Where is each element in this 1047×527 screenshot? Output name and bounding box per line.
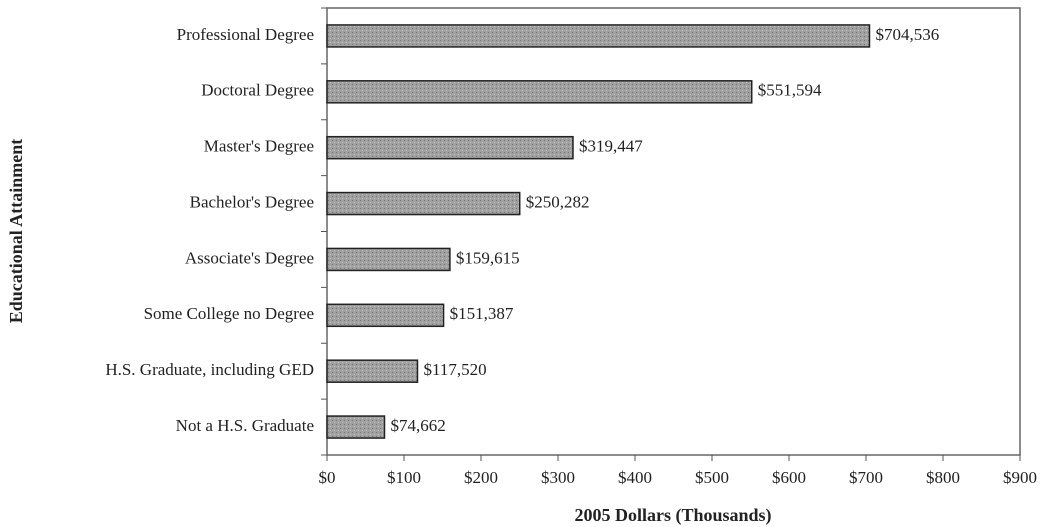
x-tick-label: $900 — [1003, 468, 1037, 487]
y-tick-label: Some College no Degree — [144, 304, 314, 323]
y-tick-label: Professional Degree — [177, 25, 314, 44]
value-label: $117,520 — [423, 360, 486, 379]
x-axis-title: 2005 Dollars (Thousands) — [574, 505, 771, 526]
x-tick-label: $400 — [618, 468, 652, 487]
bar — [326, 303, 445, 328]
x-tick-label: $300 — [541, 468, 575, 487]
bar — [326, 135, 574, 160]
x-tick-label: $700 — [849, 468, 883, 487]
x-tick-label: $500 — [695, 468, 729, 487]
y-tick-label: Master's Degree — [204, 137, 314, 156]
y-tick-label: H.S. Graduate, including GED — [105, 360, 314, 379]
value-label: $151,387 — [450, 304, 514, 323]
bar — [326, 80, 753, 104]
y-tick-label: Associate's Degree — [185, 248, 314, 267]
value-label: $704,536 — [875, 25, 939, 44]
x-tick-label: $0 — [319, 468, 336, 487]
value-label: $159,615 — [456, 248, 520, 267]
bar — [326, 191, 521, 216]
plot-frame — [326, 7, 1021, 456]
value-label: $74,662 — [390, 416, 445, 435]
value-label: $250,282 — [526, 192, 590, 211]
bar — [326, 415, 386, 439]
bar — [326, 247, 451, 272]
y-tick-label: Doctoral Degree — [201, 81, 314, 100]
x-tick-label: $200 — [464, 468, 498, 487]
bar — [326, 359, 419, 383]
x-tick-label: $800 — [926, 468, 960, 487]
x-tick-label: $600 — [772, 468, 806, 487]
value-label: $319,447 — [579, 137, 643, 156]
x-tick-label: $100 — [387, 468, 421, 487]
y-tick-label: Bachelor's Degree — [190, 192, 314, 211]
value-label: $551,594 — [758, 81, 822, 100]
y-tick-label: Not a H.S. Graduate — [176, 416, 314, 435]
bar — [326, 24, 871, 48]
y-axis-title: Educational Attainment — [6, 139, 26, 324]
